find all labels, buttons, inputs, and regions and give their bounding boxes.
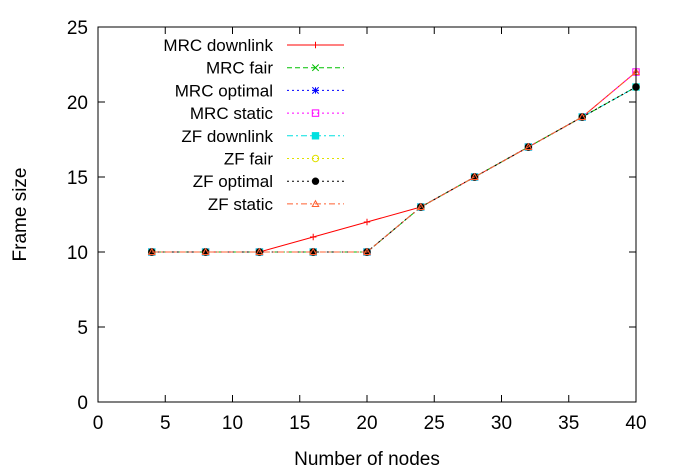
data-point [310, 233, 317, 241]
data-point [147, 247, 156, 256]
plot-lines [147, 67, 641, 256]
data-point [309, 247, 318, 256]
y-tick-label: 15 [67, 168, 88, 189]
x-tick-label: 25 [424, 413, 445, 434]
x-tick-label: 15 [289, 413, 310, 434]
data-point [311, 199, 320, 207]
legend-label: MRC fair [206, 59, 273, 78]
legend-label: ZF fair [224, 150, 273, 169]
y-tick-label: 5 [77, 318, 88, 339]
legend-entry: MRC static [190, 104, 344, 123]
x-axis-label: Number of nodes [294, 449, 440, 470]
x-tick-label: 40 [625, 413, 646, 434]
axis-ticks [97, 26, 637, 403]
data-point [416, 202, 425, 211]
legend-entry: MRC optimal [175, 81, 344, 100]
y-tick-label: 10 [67, 243, 88, 264]
data-point [201, 247, 210, 256]
legend-label: MRC optimal [175, 81, 273, 100]
x-tick-label: 5 [160, 413, 171, 434]
legend-entry: ZF fair [224, 150, 344, 169]
x-tick-label: 20 [356, 413, 377, 434]
data-point [255, 247, 264, 256]
data-point [311, 109, 320, 117]
legend-label: MRC static [190, 104, 274, 123]
legend-entry: MRC fair [206, 59, 344, 78]
data-point [470, 172, 479, 181]
tick-labels: 0 5 10 15 20 25 30 35 40 0 5 10 15 20 25 [67, 18, 647, 434]
data-point [312, 41, 319, 49]
legend: MRC downlink MRC fair MRC optimal MRC stati… [163, 36, 344, 214]
data-point [524, 142, 533, 151]
y-tick-label: 25 [67, 18, 88, 39]
data-point [362, 247, 372, 256]
x-tick-label: 0 [93, 413, 104, 434]
y-axis-label: Frame size [10, 168, 31, 262]
legend-label: MRC downlink [163, 36, 273, 55]
x-tick-label: 30 [491, 413, 512, 434]
data-point [311, 154, 320, 163]
legend-entry: ZF static [208, 195, 344, 214]
data-point [311, 64, 320, 72]
x-tick-label: 10 [222, 413, 243, 434]
data-point [311, 86, 320, 94]
data-point [578, 112, 587, 121]
data-point [363, 218, 371, 226]
legend-label: ZF downlink [181, 127, 273, 146]
legend-label: ZF static [208, 195, 274, 214]
data-point [311, 132, 320, 140]
legend-entry: ZF downlink [181, 127, 344, 146]
legend-entry: MRC downlink [163, 36, 344, 55]
series-line [151, 71, 637, 253]
y-tick-label: 0 [77, 393, 88, 414]
y-tick-label: 20 [67, 93, 88, 114]
legend-entry: ZF optimal [193, 172, 344, 191]
legend-label: ZF optimal [193, 172, 273, 191]
data-point [311, 177, 320, 185]
x-tick-label: 35 [558, 413, 579, 434]
